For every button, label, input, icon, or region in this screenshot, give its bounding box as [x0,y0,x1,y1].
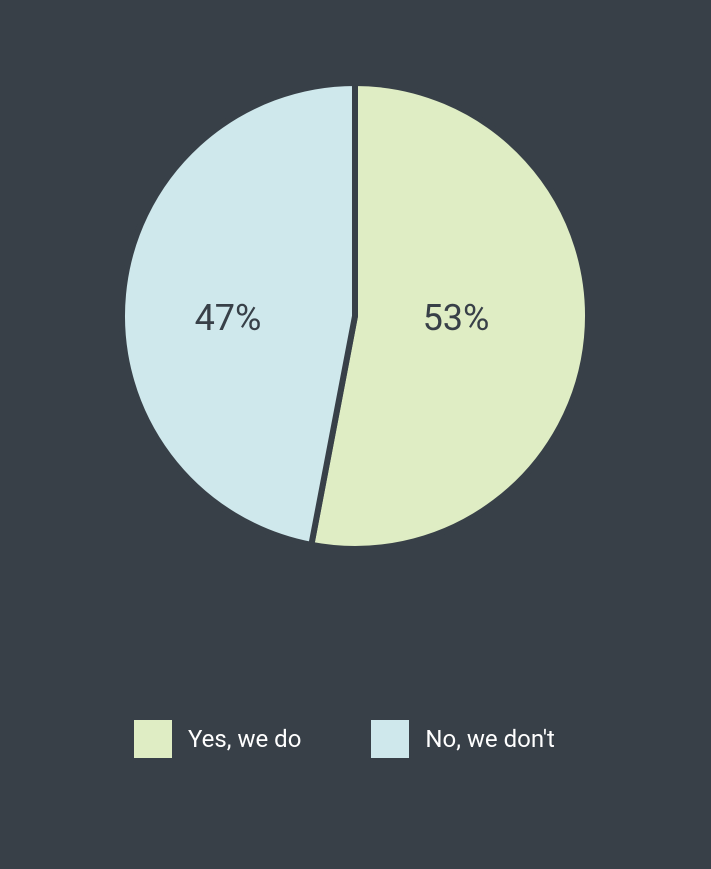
legend: Yes, we do No, we don't [134,720,555,758]
legend-swatch-yes [134,720,172,758]
legend-swatch-no [371,720,409,758]
slice-label-no: 47% [195,297,262,339]
slice-label-yes: 53% [423,297,490,339]
legend-item-yes: Yes, we do [134,720,301,758]
legend-label-no: No, we don't [425,725,555,753]
legend-label-yes: Yes, we do [188,725,301,753]
pie-chart-container: 53% 47% Yes, we do No, we don't [0,0,711,869]
pie-chart [116,77,594,555]
legend-item-no: No, we don't [371,720,555,758]
